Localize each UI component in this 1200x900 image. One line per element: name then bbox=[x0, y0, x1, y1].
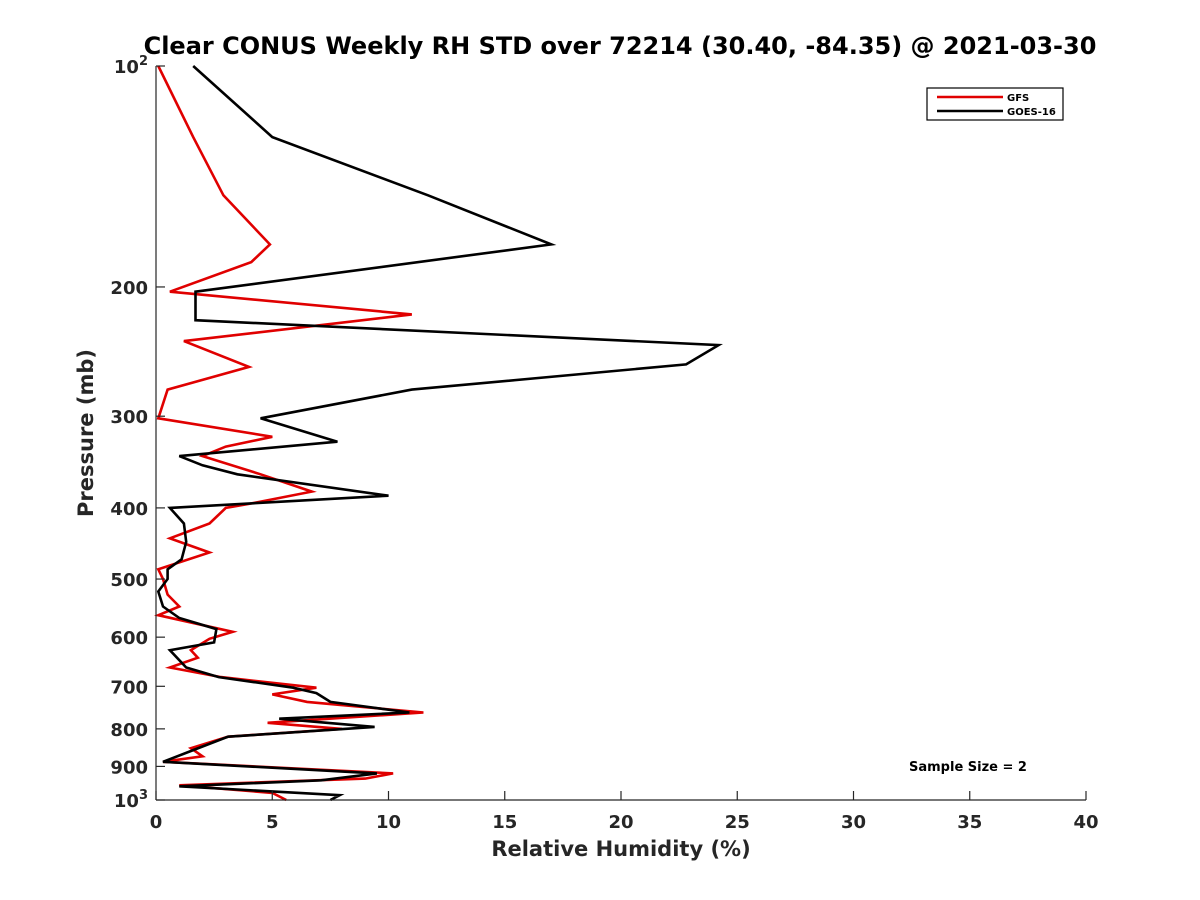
legend-label-goes16: GOES-16 bbox=[1007, 107, 1056, 118]
x-tick-label-3: 15 bbox=[492, 812, 517, 833]
series-layer bbox=[154, 65, 723, 802]
legend-label-gfs: GFS bbox=[1007, 93, 1029, 104]
y-tick-label-5: 600 bbox=[110, 628, 148, 649]
y-ticks: 102 200 300 400 500 600 700 800 900 103 bbox=[110, 54, 165, 812]
x-tick-label-5: 25 bbox=[725, 812, 750, 833]
y-tick-label-6: 700 bbox=[110, 677, 148, 698]
x-tick-label-1: 5 bbox=[266, 812, 279, 833]
x-ticks: 0 5 10 15 20 25 30 35 40 bbox=[150, 791, 1099, 833]
y-tick-label-2: 300 bbox=[110, 407, 148, 428]
x-tick-label-2: 10 bbox=[376, 812, 401, 833]
x-tick-label-6: 30 bbox=[841, 812, 866, 833]
y-tick-label-7: 800 bbox=[110, 720, 148, 741]
x-tick-label-7: 35 bbox=[957, 812, 982, 833]
x-tick-label-4: 20 bbox=[608, 812, 633, 833]
y-tick-label-3: 400 bbox=[110, 499, 148, 520]
y-tick-label-1: 200 bbox=[110, 278, 148, 299]
legend: GFS GOES-16 bbox=[926, 87, 1064, 121]
y-tick-label-4: 500 bbox=[110, 570, 148, 591]
y-tick-label-8: 900 bbox=[110, 757, 148, 778]
x-tick-label-0: 0 bbox=[150, 812, 163, 833]
legend-box bbox=[926, 87, 1064, 121]
chart-title: Clear CONUS Weekly RH STD over 72214 (30… bbox=[144, 32, 1097, 60]
y-tick-label-9: 103 bbox=[114, 788, 148, 812]
x-axis-label: Relative Humidity (%) bbox=[491, 837, 750, 861]
y-axis-label: Pressure (mb) bbox=[74, 349, 98, 517]
sample-size-annotation: Sample Size = 2 bbox=[909, 760, 1027, 775]
y-tick-label-0: 102 bbox=[114, 54, 148, 78]
x-tick-label-8: 40 bbox=[1073, 812, 1098, 833]
series-line-goes16 bbox=[156, 65, 723, 802]
